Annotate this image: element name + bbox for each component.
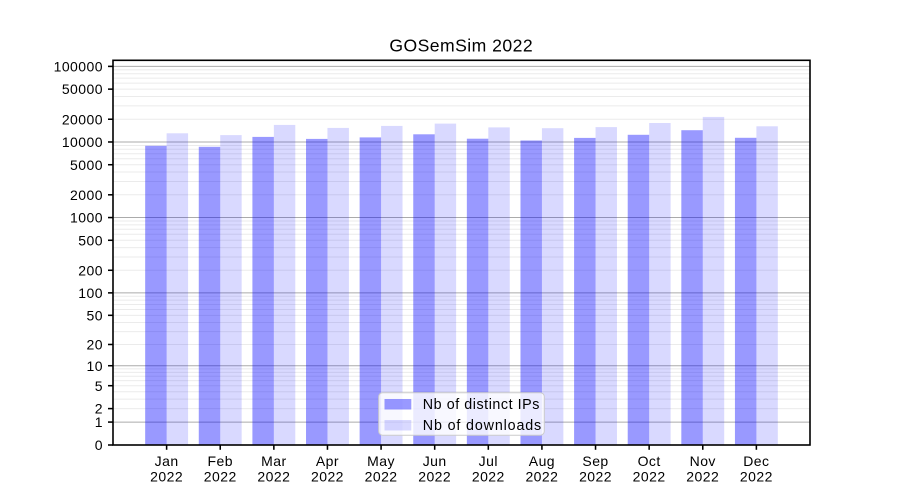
svg-text:May: May xyxy=(367,453,395,469)
svg-text:2022: 2022 xyxy=(579,468,612,484)
svg-text:2022: 2022 xyxy=(204,468,237,484)
svg-text:Jul: Jul xyxy=(479,453,498,469)
svg-text:Nb of distinct IPs: Nb of distinct IPs xyxy=(423,397,540,413)
svg-text:2000: 2000 xyxy=(70,187,103,203)
svg-text:2022: 2022 xyxy=(365,468,398,484)
svg-text:2: 2 xyxy=(95,401,103,417)
svg-text:1000: 1000 xyxy=(70,210,103,226)
svg-text:2022: 2022 xyxy=(257,468,290,484)
svg-text:Feb: Feb xyxy=(207,453,232,469)
svg-text:100: 100 xyxy=(78,285,103,301)
svg-text:2022: 2022 xyxy=(311,468,344,484)
svg-text:2022: 2022 xyxy=(686,468,719,484)
svg-text:Sep: Sep xyxy=(582,453,608,469)
svg-text:100000: 100000 xyxy=(54,58,103,74)
svg-text:2022: 2022 xyxy=(418,468,451,484)
svg-text:10000: 10000 xyxy=(62,134,103,150)
svg-text:Aug: Aug xyxy=(529,453,555,469)
svg-text:2022: 2022 xyxy=(633,468,666,484)
svg-text:50000: 50000 xyxy=(62,81,103,97)
svg-text:Apr: Apr xyxy=(316,453,339,469)
svg-text:Nov: Nov xyxy=(690,453,716,469)
svg-text:Jan: Jan xyxy=(155,453,179,469)
svg-text:Oct: Oct xyxy=(638,453,661,469)
svg-text:Jun: Jun xyxy=(423,453,447,469)
svg-text:500: 500 xyxy=(78,232,103,248)
svg-text:1: 1 xyxy=(95,414,103,430)
svg-text:2022: 2022 xyxy=(740,468,773,484)
svg-text:5: 5 xyxy=(95,378,103,394)
svg-text:10: 10 xyxy=(87,358,103,374)
svg-text:Nb of downloads: Nb of downloads xyxy=(423,418,542,434)
svg-text:Mar: Mar xyxy=(261,453,286,469)
svg-text:Dec: Dec xyxy=(743,453,769,469)
svg-text:20: 20 xyxy=(87,337,103,353)
svg-text:50: 50 xyxy=(87,307,103,323)
svg-text:5000: 5000 xyxy=(70,157,103,173)
svg-text:2022: 2022 xyxy=(472,468,505,484)
svg-text:2022: 2022 xyxy=(150,468,183,484)
svg-text:20000: 20000 xyxy=(62,111,103,127)
svg-text:2022: 2022 xyxy=(525,468,558,484)
svg-text:0: 0 xyxy=(95,437,103,453)
svg-text:200: 200 xyxy=(78,262,103,278)
svg-text:GOSemSim 2022: GOSemSim 2022 xyxy=(389,36,533,56)
